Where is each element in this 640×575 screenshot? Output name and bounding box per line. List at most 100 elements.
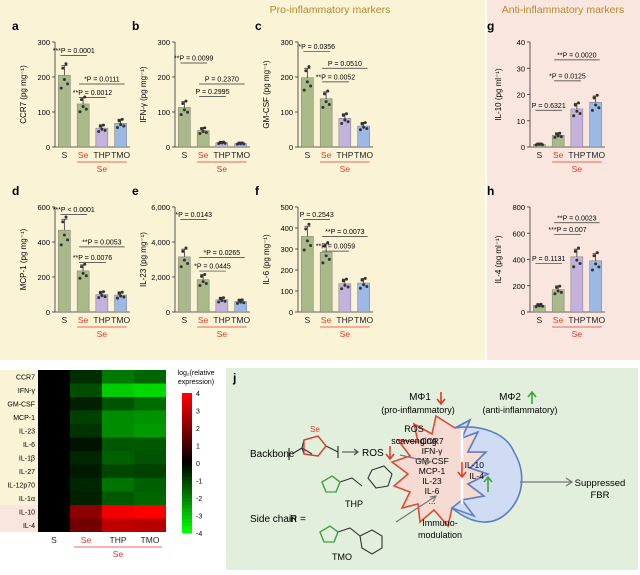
data-point [122,295,126,299]
data-point [179,113,183,117]
y-tick-label: 300 [37,38,50,47]
x-tick-label: S [62,150,68,160]
heatmap-row-label: IL-1α [19,496,35,503]
row-label-background [0,437,38,451]
heatmap-cell [38,424,70,438]
y-tick-label: 200 [157,73,170,82]
data-point [59,243,63,247]
data-point [181,249,185,253]
panel-label-c: c [255,19,262,33]
data-point [182,108,186,112]
data-point [324,254,328,258]
data-point [103,295,107,299]
legend-swatch [182,435,192,439]
significance-label: P = 0.0510 [328,61,362,68]
legend-swatch [182,410,192,415]
x-tick-label: THP [336,315,353,325]
data-point [235,301,239,305]
significance-label: *P = 0.0265 [204,250,241,257]
legend-swatch [182,529,192,534]
y-tick-label: 0 [521,143,525,152]
r-equals: R = [290,514,306,525]
data-point [217,300,221,304]
legend-swatch [182,456,192,460]
immunomodulation-2: modulation [418,530,462,540]
m2-up-arrow [527,390,537,404]
data-point [98,124,102,128]
heatmap-row-label: IL-10 [19,509,35,516]
legend-swatch [182,424,192,429]
legend-tick-label: -2 [196,496,202,503]
legend-swatch [182,526,192,530]
row-label-background [0,491,38,505]
y-tick-label: 100 [157,108,170,117]
y-tick-label: 100 [280,108,293,117]
heatmap-cell [38,383,70,397]
y-tick-label: 40 [517,38,525,47]
bar-tmo [589,260,602,313]
data-point [203,126,207,130]
heatmap-cell [134,424,166,438]
significance-label: *P = 0.0143 [175,212,212,219]
data-point [117,291,121,295]
legend-swatch [182,487,192,492]
data-point [594,103,598,107]
y-tick-label: 200 [37,73,50,82]
pro-down-arrow [457,462,467,479]
result-line-1: Suppressed [575,478,626,489]
y-tick-label: 0 [521,308,525,317]
row-label-background [0,518,38,532]
anti-cytokine: IL-4 [469,471,484,481]
data-point [575,258,579,262]
legend-tick-label: 2 [196,426,200,433]
x-tick-label: S [305,315,311,325]
x-tick-label: TMO [586,150,605,160]
y-tick-label: 500 [280,203,293,212]
row-label-background [0,383,38,397]
error-bar [61,218,68,231]
heatmap-cell [38,464,70,478]
significance-label: P = 0.1131 [532,256,566,263]
data-point [340,287,344,291]
immunomodulation-1: Immuno- [422,518,458,528]
bar-se [319,251,333,313]
data-point [200,274,204,278]
pro-inflammatory-title: Pro-inflammatory markers [270,4,391,16]
legend-swatch [182,470,192,474]
bar-s [58,229,71,313]
row-label-background [0,397,38,411]
y-tick-label: 200 [280,266,293,275]
data-point [344,112,348,116]
data-point [309,84,313,88]
data-point [360,122,364,126]
data-point [184,99,188,103]
heatmap-cell [102,464,134,478]
panel-label-d: d [12,184,19,198]
heatmap-row-label: IL-23 [19,428,35,435]
data-point [83,262,87,266]
group-label: Se [97,164,108,174]
legend-swatch [182,477,192,481]
legend-swatch [182,466,192,471]
y-tick-label: 400 [37,238,50,247]
legend-swatch [182,484,192,488]
x-tick-label: Se [321,315,332,325]
pro-cytokine: IFN-γ [422,446,444,456]
data-point [117,119,121,123]
heatmap-row-label: IL-12p70 [7,482,35,489]
group-label: Se [340,329,351,339]
data-point [115,296,119,300]
data-point [204,131,208,135]
significance-label: **P = 0.0076 [73,255,112,262]
data-point [62,233,66,237]
heatmap-cell [102,437,134,451]
row-label-background [0,505,38,519]
data-point [341,113,345,117]
macrophage-m2-half [450,418,523,523]
data-point [558,284,562,288]
data-point [340,121,344,125]
tmo-label: TMO [332,552,352,562]
